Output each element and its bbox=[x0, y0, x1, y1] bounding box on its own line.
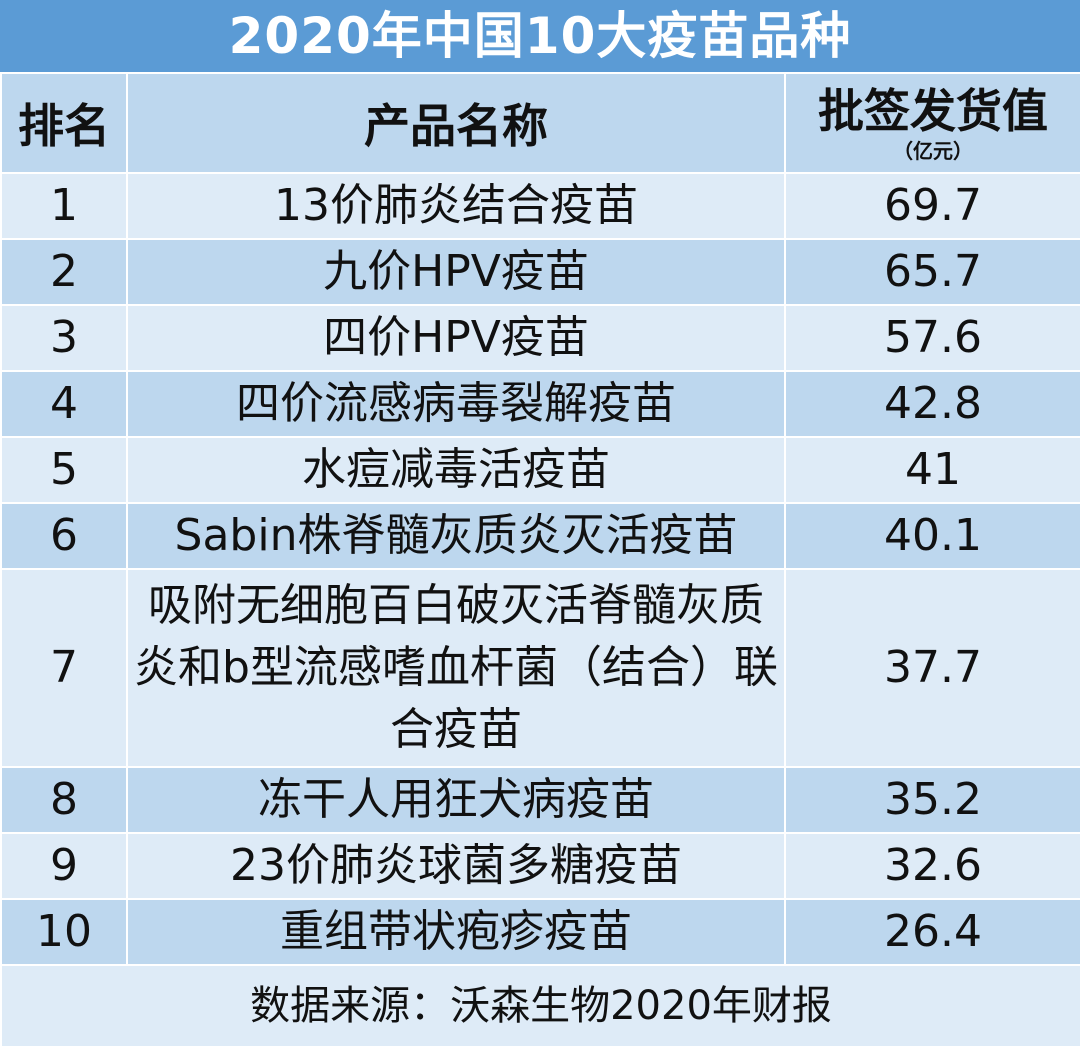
value-cell: 57.6 bbox=[784, 304, 1080, 372]
value-cell: 32.6 bbox=[784, 832, 1080, 900]
header-rank: 排名 bbox=[0, 72, 128, 174]
product-name-cell: 水痘减毒活疫苗 bbox=[126, 436, 786, 504]
table-row: 9 23价肺炎球菌多糖疫苗 32.6 bbox=[0, 832, 1080, 900]
rank-cell: 7 bbox=[0, 568, 128, 768]
source-note: 数据来源：沃森生物2020年财报 bbox=[0, 964, 1080, 1048]
table-row: 10 重组带状疱疹疫苗 26.4 bbox=[0, 898, 1080, 966]
product-name-cell: 吸附无细胞百白破灭活脊髓灰质炎和b型流感嗜血杆菌（结合）联合疫苗 bbox=[126, 568, 786, 768]
value-cell: 41 bbox=[784, 436, 1080, 504]
value-cell: 26.4 bbox=[784, 898, 1080, 966]
header-value-unit: （亿元） bbox=[893, 139, 973, 163]
value-cell: 35.2 bbox=[784, 766, 1080, 834]
value-cell: 69.7 bbox=[784, 172, 1080, 240]
rank-cell: 2 bbox=[0, 238, 128, 306]
rank-cell: 6 bbox=[0, 502, 128, 570]
table-header-row: 排名 产品名称 批签发货值 （亿元） bbox=[0, 72, 1080, 174]
rank-cell: 4 bbox=[0, 370, 128, 438]
source-row: 数据来源：沃森生物2020年财报 bbox=[0, 964, 1080, 1048]
table-row: 2 九价HPV疫苗 65.7 bbox=[0, 238, 1080, 306]
value-cell: 65.7 bbox=[784, 238, 1080, 306]
product-name-cell: 重组带状疱疹疫苗 bbox=[126, 898, 786, 966]
table-row: 7 吸附无细胞百白破灭活脊髓灰质炎和b型流感嗜血杆菌（结合）联合疫苗 37.7 bbox=[0, 568, 1080, 768]
rank-cell: 8 bbox=[0, 766, 128, 834]
value-cell: 37.7 bbox=[784, 568, 1080, 768]
product-name-cell: Sabin株脊髓灰质炎灭活疫苗 bbox=[126, 502, 786, 570]
header-value: 批签发货值 （亿元） bbox=[784, 72, 1080, 174]
product-name-cell: 四价HPV疫苗 bbox=[126, 304, 786, 372]
table-row: 1 13价肺炎结合疫苗 69.7 bbox=[0, 172, 1080, 240]
product-name-cell: 13价肺炎结合疫苗 bbox=[126, 172, 786, 240]
table-title: 2020年中国10大疫苗品种 bbox=[0, 0, 1080, 72]
value-cell: 40.1 bbox=[784, 502, 1080, 570]
product-name-cell: 四价流感病毒裂解疫苗 bbox=[126, 370, 786, 438]
table-row: 5 水痘减毒活疫苗 41 bbox=[0, 436, 1080, 504]
vaccine-table: 排名 产品名称 批签发货值 （亿元） 1 13价肺炎结合疫苗 69.7 2 九价HPV疫… bbox=[0, 72, 1080, 1048]
rank-cell: 5 bbox=[0, 436, 128, 504]
table-row: 6 Sabin株脊髓灰质炎灭活疫苗 40.1 bbox=[0, 502, 1080, 570]
table-row: 4 四价流感病毒裂解疫苗 42.8 bbox=[0, 370, 1080, 438]
product-name-cell: 冻干人用狂犬病疫苗 bbox=[126, 766, 786, 834]
rank-cell: 9 bbox=[0, 832, 128, 900]
product-name-cell: 九价HPV疫苗 bbox=[126, 238, 786, 306]
header-name: 产品名称 bbox=[126, 72, 786, 174]
table-row: 3 四价HPV疫苗 57.6 bbox=[0, 304, 1080, 372]
rank-cell: 10 bbox=[0, 898, 128, 966]
table-row: 8 冻干人用狂犬病疫苗 35.2 bbox=[0, 766, 1080, 834]
header-value-label: 批签发货值 bbox=[818, 84, 1048, 138]
rank-cell: 1 bbox=[0, 172, 128, 240]
rank-cell: 3 bbox=[0, 304, 128, 372]
product-name-cell: 23价肺炎球菌多糖疫苗 bbox=[126, 832, 786, 900]
value-cell: 42.8 bbox=[784, 370, 1080, 438]
